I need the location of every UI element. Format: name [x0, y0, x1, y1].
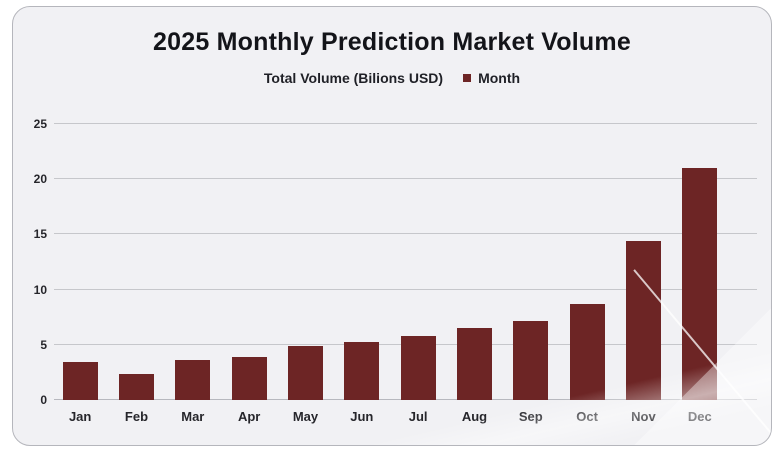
bar-band-dec: [672, 124, 728, 400]
bar-apr[interactable]: [231, 356, 267, 400]
x-tick-label-sep: Sep: [518, 409, 543, 424]
x-tick-label-may: May: [292, 409, 319, 424]
gridline-y-15: [54, 233, 757, 235]
bar-band-apr: [221, 124, 277, 400]
legend-item-month[interactable]: Month: [463, 70, 520, 86]
x-tick-label-aug: Aug: [461, 409, 488, 424]
bar-band-sep: [503, 124, 559, 400]
x-tick-label-oct: Oct: [576, 409, 598, 424]
bar-mar[interactable]: [175, 360, 211, 400]
y-tick-label-15: 15: [33, 227, 47, 242]
bar-oct[interactable]: [569, 303, 605, 400]
legend-swatch-icon: [463, 74, 472, 82]
bar-band-nov: [615, 124, 671, 400]
bar-aug[interactable]: [456, 328, 492, 400]
chart-title: 2025 Monthly Prediction Market Volume: [153, 28, 631, 56]
y-tick-label-20: 20: [33, 172, 47, 187]
y-tick-label-25: 25: [33, 117, 47, 131]
bars-row: [52, 124, 728, 400]
x-tick-label-jan: Jan: [68, 409, 92, 424]
x-tick-label-jun: Jun: [350, 409, 374, 424]
gridline-y-20: [54, 178, 757, 180]
bar-band-jun: [334, 124, 390, 400]
bar-jun[interactable]: [344, 341, 380, 400]
bar-jul[interactable]: [400, 335, 436, 400]
legend-label: Month: [478, 70, 521, 86]
y-tick-label-0: 0: [40, 393, 47, 407]
bar-band-may: [277, 124, 333, 400]
x-tick-label-nov: Nov: [631, 409, 656, 424]
x-tick-label-feb: Feb: [124, 409, 149, 424]
gridline-y-25: [54, 123, 757, 124]
bar-sep[interactable]: [513, 320, 549, 400]
bar-dec[interactable]: [682, 168, 718, 400]
x-tick-label-mar: Mar: [181, 409, 205, 424]
y-tick-label-5: 5: [40, 337, 47, 352]
gridline-y-10: [54, 288, 757, 290]
bar-band-jul: [390, 124, 446, 400]
x-axis-labels: Jan Feb Mar Apr May Jun Jul Aug Sep Oct Nov Dec: [52, 409, 728, 424]
bar-may[interactable]: [287, 345, 323, 400]
bar-feb[interactable]: [118, 373, 154, 400]
bar-band-jan: [52, 124, 108, 400]
x-tick-label-jul: Jul: [408, 409, 428, 424]
y-axis-unit-label: Total Volume (Bilions USD): [263, 70, 444, 86]
x-tick-label-dec: Dec: [687, 409, 712, 424]
chart-card: 2025 Monthly Prediction Market Volume To…: [12, 6, 772, 446]
plot-area: 0 5 10 15 20 25 Jan Feb Mar Apr May Jun Jul Aug Sep Oct…: [34, 117, 757, 424]
bar-nov[interactable]: [625, 241, 661, 400]
y-tick-label-10: 10: [33, 282, 47, 297]
bar-band-aug: [446, 124, 502, 400]
bar-band-feb: [108, 124, 164, 400]
bar-jan[interactable]: [62, 362, 98, 400]
bar-band-oct: [559, 124, 615, 400]
x-tick-label-apr: Apr: [237, 409, 261, 424]
bar-band-mar: [165, 124, 221, 400]
chart-subtitle-row: Total Volume (Bilions USD) Month: [13, 70, 771, 86]
